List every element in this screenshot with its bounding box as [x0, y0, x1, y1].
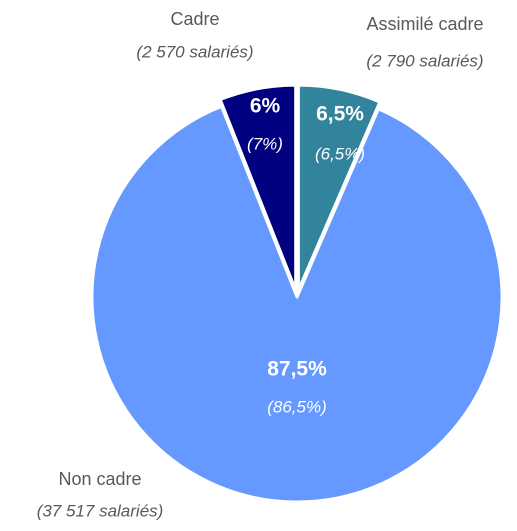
previous-value-label: (6,5%)	[315, 144, 365, 163]
count-label: (2 790 salariés)	[366, 51, 483, 70]
category-label: Assimilé cadre	[366, 14, 483, 34]
count-label: (37 517 salariés)	[37, 501, 164, 520]
value-label: 6%	[250, 95, 281, 118]
pie-slice	[218, 83, 298, 292]
pie-slice	[296, 83, 382, 292]
pie-slice	[90, 104, 504, 504]
previous-value-label: (86,5%)	[267, 397, 327, 416]
category-label: Non cadre	[58, 469, 141, 489]
category-label: Cadre	[170, 9, 219, 29]
count-label: (2 570 salariés)	[136, 42, 253, 61]
previous-value-label: (7%)	[247, 134, 283, 153]
value-label: 6,5%	[316, 103, 364, 126]
value-label: 87,5%	[267, 358, 327, 381]
